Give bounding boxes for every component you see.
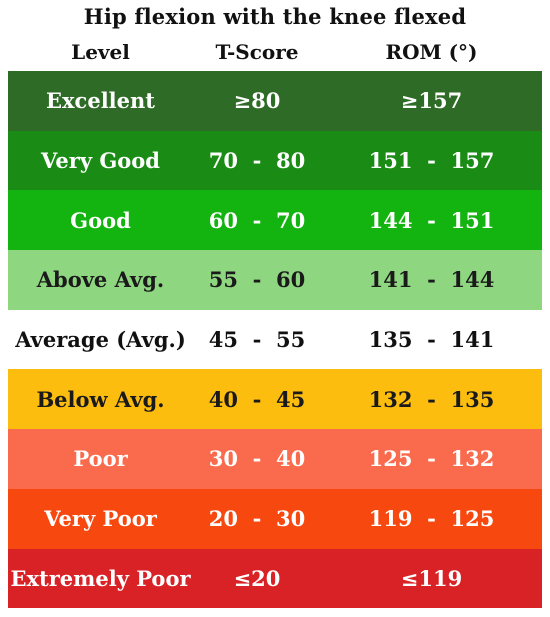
row-tscore: ≤20	[233, 565, 281, 591]
row-level: Below Avg.	[36, 386, 165, 412]
table-row-poor: Poor 30 - 40 125 - 132	[8, 429, 542, 489]
row-rom: 132 - 135	[368, 386, 495, 412]
row-rom: 125 - 132	[368, 446, 495, 472]
row-tscore: 45 - 55	[208, 327, 306, 353]
rating-table: Excellent ≥80 ≥157 Very Good 70 - 80 151…	[8, 71, 542, 609]
row-rom: ≥157	[400, 88, 463, 114]
row-rom: 141 - 144	[368, 267, 495, 293]
table-row-very-poor: Very Poor 20 - 30 119 - 125	[8, 488, 542, 549]
row-level: Poor	[73, 446, 128, 472]
row-rom: 144 - 151	[368, 207, 495, 233]
row-tscore: 30 - 40	[208, 446, 306, 472]
row-tscore: ≥80	[233, 88, 281, 114]
row-tscore: 20 - 30	[208, 506, 306, 532]
table-row-extremely-poor: Extremely Poor ≤20 ≤119	[8, 548, 542, 609]
table-row-excellent: Excellent ≥80 ≥157	[8, 71, 542, 131]
row-level: Very Poor	[44, 506, 157, 532]
table-row-average: Average (Avg.) 45 - 55 135 - 141	[8, 309, 542, 370]
row-level: Good	[70, 207, 131, 233]
row-tscore: 60 - 70	[208, 207, 306, 233]
row-level: Very Good	[41, 148, 160, 174]
row-tscore: 70 - 80	[208, 148, 306, 174]
row-level: Excellent	[46, 88, 155, 114]
table-title: Hip flexion with the knee flexed	[83, 4, 467, 29]
header-tscore: T-Score	[215, 40, 299, 64]
row-tscore: 55 - 60	[208, 267, 306, 293]
row-rom: 119 - 125	[368, 506, 495, 532]
table-row-above-avg: Above Avg. 55 - 60 141 - 144	[8, 250, 542, 310]
row-rom: 135 - 141	[368, 327, 495, 353]
header-rom: ROM (°)	[385, 40, 478, 64]
row-tscore: 40 - 45	[208, 386, 306, 412]
table-header: Level T-Score ROM (°)	[8, 40, 542, 70]
table-row-below-avg: Below Avg. 40 - 45 132 - 135	[8, 369, 542, 430]
row-rom: ≤119	[400, 565, 463, 591]
row-level: Average (Avg.)	[15, 327, 186, 353]
row-level: Extremely Poor	[10, 565, 191, 591]
table-row-good: Good 60 - 70 144 - 151	[8, 190, 542, 251]
header-level: Level	[71, 40, 130, 64]
table-row-very-good: Very Good 70 - 80 151 - 157	[8, 130, 542, 191]
row-level: Above Avg.	[36, 267, 165, 293]
row-rom: 151 - 157	[368, 148, 495, 174]
